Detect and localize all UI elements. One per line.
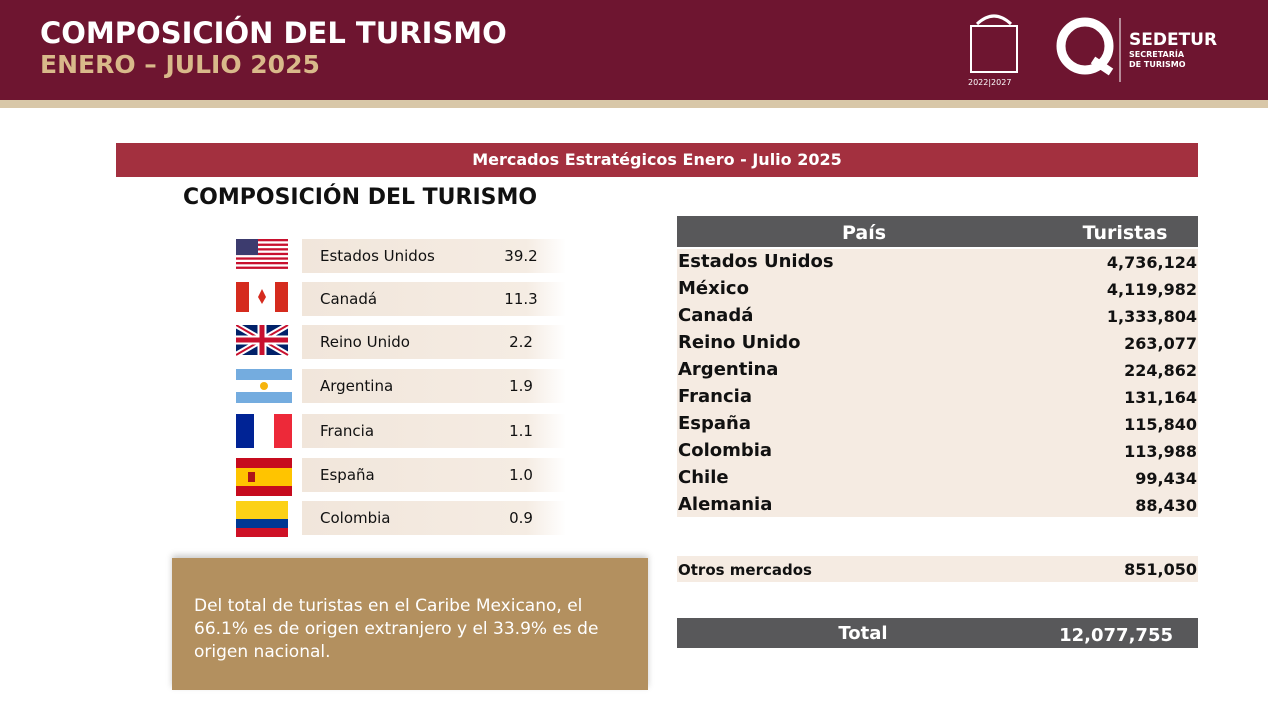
share: 39.2	[504, 247, 538, 265]
country: Canadá	[320, 290, 378, 308]
country: Reino Unido	[320, 333, 410, 351]
tourists: 131,164	[1124, 388, 1197, 407]
tourists: 4,736,124	[1106, 253, 1197, 272]
row-box	[302, 501, 566, 535]
country: Francia	[678, 386, 752, 407]
country: Estados Unidos	[678, 251, 834, 272]
row-box	[302, 414, 566, 448]
country: Chile	[678, 467, 729, 488]
tourists: 224,862	[1124, 361, 1197, 380]
flag	[236, 414, 292, 448]
tourists: 1,333,804	[1106, 307, 1197, 326]
country: Argentina	[678, 359, 779, 380]
share: 1.0	[509, 466, 533, 484]
flag	[236, 369, 292, 403]
flag	[236, 239, 288, 269]
table-header	[677, 216, 1198, 247]
tourists: 115,840	[1124, 415, 1197, 434]
flag	[236, 325, 290, 358]
table-body	[677, 249, 1198, 517]
share: 2.2	[509, 333, 533, 351]
flag	[236, 282, 288, 312]
subtitle: ENERO – JULIO 2025	[40, 50, 320, 79]
column-header: País	[841, 222, 887, 244]
row-box	[302, 369, 566, 403]
total-row	[677, 618, 1198, 648]
header-stripe	[0, 100, 1268, 108]
flag	[236, 501, 288, 537]
share: 0.9	[509, 509, 533, 527]
other-label: Otros mercados	[678, 561, 812, 579]
row-box	[302, 239, 566, 273]
country: Canadá	[678, 305, 754, 326]
row-box	[302, 325, 566, 359]
country: España	[678, 413, 752, 434]
country: Colombia	[678, 440, 773, 461]
tourists: 4,119,982	[1106, 280, 1197, 299]
row-box	[302, 282, 566, 316]
share: 1.1	[509, 422, 533, 440]
other-value: 851,050	[1124, 560, 1197, 579]
banner: Mercados Estratégicos Enero - Julio 2025	[116, 143, 1198, 177]
tourists: 263,077	[1124, 334, 1197, 353]
tourists: 88,430	[1135, 496, 1197, 515]
country: España	[320, 466, 375, 484]
country: Alemania	[678, 494, 773, 515]
other-row	[677, 556, 1198, 582]
row-box	[302, 458, 566, 492]
total-value: 12,077,755	[1059, 625, 1173, 646]
tourists: 99,434	[1135, 469, 1197, 488]
note-box	[172, 558, 648, 690]
logos	[970, 14, 1121, 82]
country: Francia	[320, 422, 375, 440]
logo-line: DE TURISMO	[1129, 60, 1186, 69]
logo-name: SEDETUR	[1129, 30, 1218, 50]
country: Estados Unidos	[320, 247, 435, 265]
country: Reino Unido	[678, 332, 801, 353]
logo-line: SECRETARÍA	[1129, 50, 1185, 59]
header-band	[0, 0, 1268, 100]
composition-title: COMPOSICIÓN DEL TURISMO	[183, 185, 538, 210]
note: Del total de turistas en el Caribe Mexic…	[194, 596, 599, 662]
country: México	[678, 278, 749, 299]
country: Colombia	[320, 509, 391, 527]
column-header: Turistas	[1082, 222, 1168, 244]
total-label: Total	[838, 623, 888, 644]
flag	[236, 458, 292, 496]
title: COMPOSICIÓN DEL TURISMO	[40, 16, 507, 50]
share: 11.3	[504, 290, 538, 308]
tourists: 113,988	[1124, 442, 1197, 461]
logo-years: 2022|2027	[968, 78, 1012, 87]
share: 1.9	[509, 377, 533, 395]
country: Argentina	[320, 377, 394, 395]
